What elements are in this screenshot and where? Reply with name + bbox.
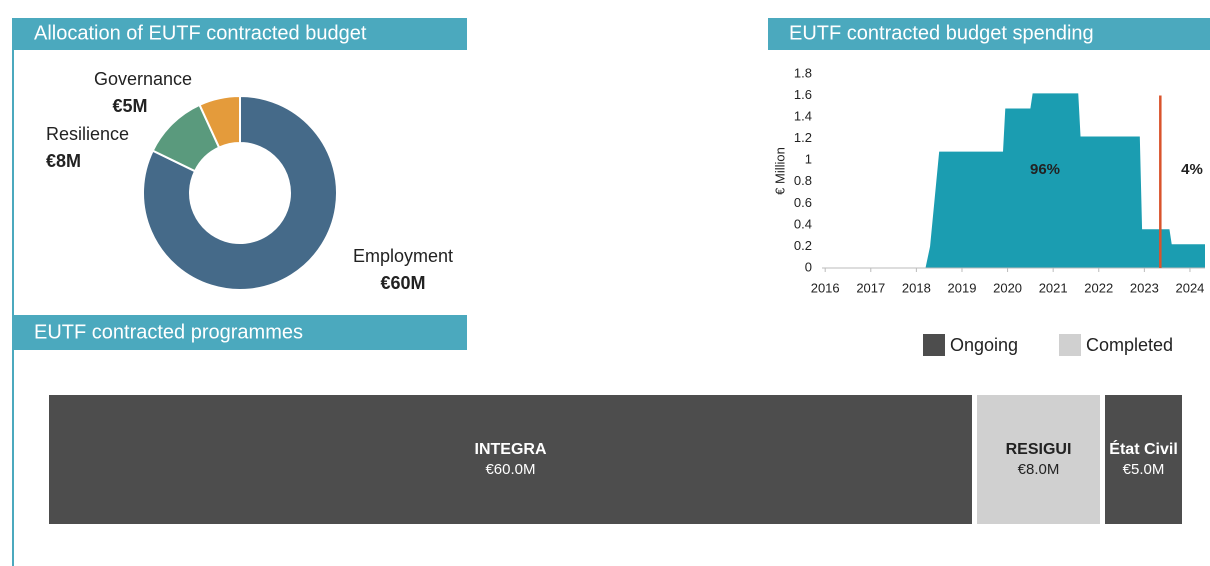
y-tick-label: 1 [805,152,812,167]
slice-label: Employment [353,246,453,266]
panel-header [12,18,467,50]
programme-value: €8.0M [1017,461,1060,478]
programme-name: État Civil [1109,441,1178,458]
slice-value: €60M [380,273,425,293]
legend-label: Completed [1086,335,1173,355]
spending-area [925,93,1205,269]
x-tick-label: 2021 [1039,280,1068,295]
programme-name: INTEGRA [474,441,547,458]
y-tick-label: 0.6 [794,195,812,210]
programme-value: €5.0M [1122,461,1165,478]
legend-swatch [923,334,945,356]
legend-label: Ongoing [950,335,1018,355]
programme-bar: INTEGRA €60.0M [49,395,972,524]
programme-bar: RESIGUI €8.0M [977,395,1101,524]
x-tick-label: 2024 [1175,280,1204,295]
donut-slice [198,94,241,149]
y-tick-label: 0.2 [794,238,812,253]
y-tick-label: 0.4 [794,216,812,231]
panel-header [768,18,1210,50]
legend-swatch [1059,334,1081,356]
x-tick-label: 2016 [811,280,840,295]
panel-title: EUTF contracted programmes [34,321,303,343]
x-tick-label: 2020 [993,280,1022,295]
slice-label: Governance [94,69,192,89]
y-tick-label: 1.6 [794,87,812,102]
annotation: 96% [1030,161,1060,178]
programme-bar: État Civil €5.0M [1105,395,1182,524]
x-tick-label: 2018 [902,280,931,295]
slice-label: Resilience [46,124,129,144]
x-tick-label: 2023 [1130,280,1159,295]
x-tick-label: 2019 [948,280,977,295]
x-tick-label: 2017 [856,280,885,295]
y-tick-label: 1.4 [794,109,812,124]
y-axis-label: € Million [772,147,787,195]
slice-value: €8M [46,151,81,171]
panel-title: Allocation of EUTF contracted budget [34,22,367,44]
programme-name: RESIGUI [1005,441,1072,458]
programme-value: €60.0M [485,461,536,478]
y-tick-label: 0.8 [794,173,812,188]
panel-title: EUTF contracted budget spending [789,22,1094,44]
y-tick-label: 0 [805,259,812,274]
panel-header [12,315,467,350]
y-tick-label: 1.2 [794,130,812,145]
x-tick-label: 2022 [1084,280,1113,295]
annotation: 4% [1181,161,1203,178]
slice-value: €5M [112,96,147,116]
y-tick-label: 1.8 [794,65,812,80]
donut-slice [142,94,338,291]
